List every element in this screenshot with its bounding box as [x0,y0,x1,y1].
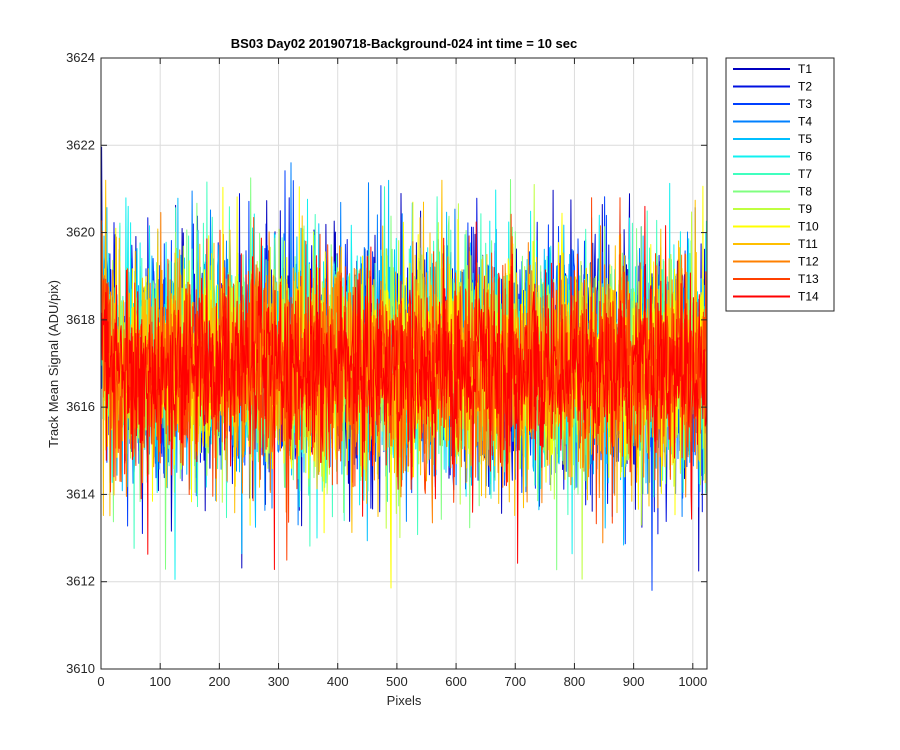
y-tick-label: 3614 [66,486,95,501]
legend-label-t9: T9 [798,202,812,216]
x-tick-label: 600 [445,674,467,689]
x-tick-label: 1000 [678,674,707,689]
y-tick-label: 3624 [66,50,95,65]
legend-label-t14: T14 [798,290,819,304]
legend-label-t7: T7 [798,167,812,181]
y-tick-label: 3620 [66,225,95,240]
legend-label-t5: T5 [798,132,812,146]
plot-frame [100,57,708,670]
legend-label-t1: T1 [798,62,812,76]
x-tick-label: 800 [564,674,586,689]
y-tick-label: 3616 [66,399,95,414]
x-tick-label: 200 [209,674,231,689]
legend-label-t2: T2 [798,80,812,94]
series-line-t14 [101,205,707,570]
legend-label-t3: T3 [798,97,812,111]
series-layer [101,146,707,591]
x-tick-label: 500 [386,674,408,689]
y-tick-label: 3612 [66,574,95,589]
chart-title: BS03 Day02 20190718-Background-024 int t… [231,36,578,51]
legend-label-t8: T8 [798,185,812,199]
legend-label-t6: T6 [798,150,812,164]
legend: T1 T2 T3 T4 T5 T6 T7 T8 T9 T10 T11 T12 T13 T14 [725,57,835,312]
legend-box [725,57,835,312]
y-axis: 3610 3612 3614 3616 3618 3620 3622 3624 [66,50,707,676]
legend-label-t11: T11 [798,237,818,251]
legend-label-t12: T12 [798,255,819,269]
x-tick-label: 0 [97,674,104,689]
y-tick-label: 3618 [66,312,95,327]
plot-area: 0 100 200 300 400 500 600 700 800 900 1000 3610361… [66,50,708,689]
legend-label-t4: T4 [798,115,812,129]
x-tick-label: 300 [268,674,290,689]
x-axis-label: Pixels [387,693,422,708]
legend-label-t10: T10 [798,220,819,234]
y-tick-label: 3622 [66,137,95,152]
y-tick-label: 3610 [66,661,95,676]
x-tick-label: 400 [327,674,349,689]
x-tick-label: 100 [149,674,171,689]
y-axis-label: Track Mean Signal (ADU/pix) [46,280,61,448]
x-tick-label: 900 [623,674,645,689]
x-axis: 0 100 200 300 400 500 600 700 800 900 1000 [97,58,707,689]
x-tick-label: 700 [504,674,526,689]
legend-label-t13: T13 [798,272,819,286]
